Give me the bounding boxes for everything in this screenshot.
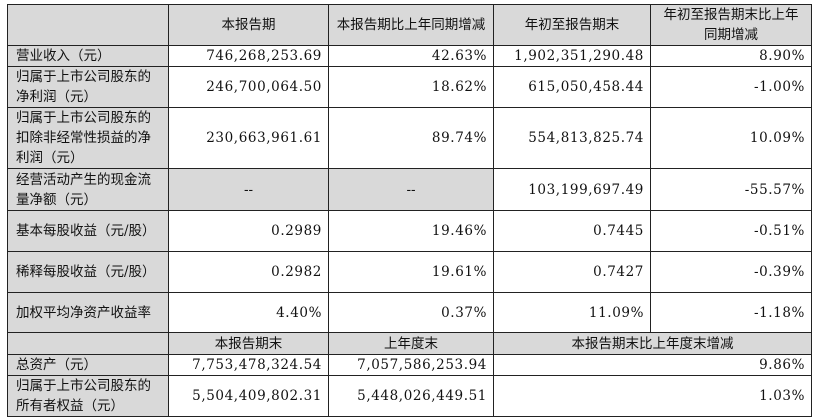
header-cell: 本报告期	[168, 4, 329, 46]
cell: 7,753,478,324.54	[168, 354, 329, 376]
cell: 4.40%	[168, 292, 329, 333]
cell: 0.37%	[328, 292, 494, 333]
cell: 89.74%	[328, 107, 494, 169]
header-cell	[7, 4, 169, 46]
header-cell: 年初至报告期末比上年同期增减	[650, 4, 812, 46]
cell: -0.39%	[650, 251, 812, 293]
cell: 0.2989	[168, 210, 329, 252]
table-row: 总资产（元） 7,753,478,324.54 7,057,586,253.94…	[7, 354, 812, 376]
cell: 103,199,697.49	[493, 168, 651, 211]
header-cell	[7, 332, 169, 355]
table-row: 基本每股收益（元/股） 0.2989 19.46% 0.7445 -0.51%	[7, 210, 812, 252]
row-label: 加权平均净资产收益率	[7, 292, 169, 333]
cell: 9.86%	[493, 354, 812, 376]
row-label: 归属于上市公司股东的扣除非经常性损益的净利润（元）	[7, 107, 169, 169]
cell: 554,813,825.74	[493, 107, 651, 169]
cell: 18.62%	[328, 66, 494, 108]
header-row: 本报告期 本报告期比上年同期增减 年初至报告期末 年初至报告期末比上年同期增减	[7, 4, 812, 46]
cell: 19.46%	[328, 210, 494, 252]
cell: 10.09%	[650, 107, 812, 169]
row-label: 归属于上市公司股东的净利润（元）	[7, 66, 169, 108]
cell: -1.18%	[650, 292, 812, 333]
header-cell: 本报告期末	[168, 332, 329, 355]
header-cell: 年初至报告期末	[493, 4, 651, 46]
cell: 11.09%	[493, 292, 651, 333]
cell: -0.51%	[650, 210, 812, 252]
header-cell: 本报告期比上年同期增减	[328, 4, 494, 46]
table-row: 营业收入（元） 746,268,253.69 42.63% 1,902,351,…	[7, 45, 812, 67]
table-row: 归属于上市公司股东的净利润（元） 246,700,064.50 18.62% 6…	[7, 66, 812, 108]
header-cell: 上年度末	[328, 332, 494, 355]
header-row-2: 本报告期末 上年度末 本报告期末比上年度末增减	[7, 332, 812, 355]
cell: --	[328, 168, 494, 211]
row-label: 稀释每股收益（元/股）	[7, 251, 169, 293]
cell: 19.61%	[328, 251, 494, 293]
cell: 230,663,961.61	[168, 107, 329, 169]
cell: 1,902,351,290.48	[493, 45, 651, 67]
cell: 7,057,586,253.94	[328, 354, 494, 376]
cell: 42.63%	[328, 45, 494, 67]
cell: 5,448,026,449.51	[328, 375, 494, 417]
row-label: 基本每股收益（元/股）	[7, 210, 169, 252]
cell: 0.7445	[493, 210, 651, 252]
cell: 615,050,458.44	[493, 66, 651, 108]
table-row: 归属于上市公司股东的扣除非经常性损益的净利润（元） 230,663,961.61…	[7, 107, 812, 169]
cell: 0.2982	[168, 251, 329, 293]
cell: 5,504,409,802.31	[168, 375, 329, 417]
cell: 0.7427	[493, 251, 651, 293]
row-label: 营业收入（元）	[7, 45, 169, 67]
row-label: 经营活动产生的现金流量净额（元）	[7, 168, 169, 211]
cell: 1.03%	[493, 375, 812, 417]
table-row: 归属于上市公司股东的所有者权益（元） 5,504,409,802.31 5,44…	[7, 375, 812, 417]
table-row: 经营活动产生的现金流量净额（元） -- -- 103,199,697.49 -5…	[7, 168, 812, 211]
row-label: 总资产（元）	[7, 354, 169, 376]
cell: 246,700,064.50	[168, 66, 329, 108]
cell: -1.00%	[650, 66, 812, 108]
cell: --	[168, 168, 329, 211]
financial-summary-table: 本报告期 本报告期比上年同期增减 年初至报告期末 年初至报告期末比上年同期增减 …	[7, 4, 812, 417]
row-label: 归属于上市公司股东的所有者权益（元）	[7, 375, 169, 417]
header-cell: 本报告期末比上年度末增减	[493, 332, 812, 355]
table-row: 加权平均净资产收益率 4.40% 0.37% 11.09% -1.18%	[7, 292, 812, 333]
table-row: 稀释每股收益（元/股） 0.2982 19.61% 0.7427 -0.39%	[7, 251, 812, 293]
cell: -55.57%	[650, 168, 812, 211]
cell: 746,268,253.69	[168, 45, 329, 67]
cell: 8.90%	[650, 45, 812, 67]
